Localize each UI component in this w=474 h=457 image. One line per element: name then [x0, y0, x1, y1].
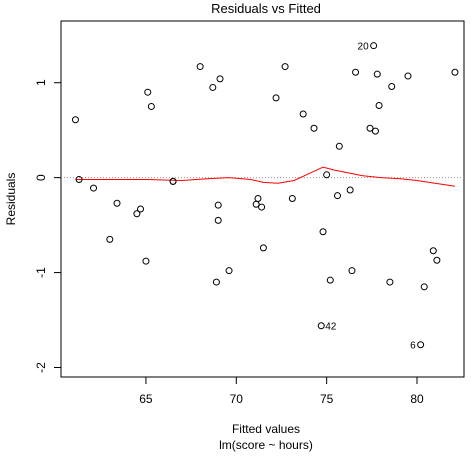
- data-point: [281, 63, 289, 71]
- x-tick-label: 75: [320, 392, 334, 406]
- y-axis-label: Residuals: [4, 173, 18, 226]
- data-point: [417, 341, 425, 349]
- data-point: [323, 171, 331, 179]
- data-point: [299, 110, 307, 118]
- data-point: [366, 124, 374, 132]
- residual-points: [71, 42, 459, 349]
- data-point: [133, 210, 141, 218]
- data-point: [214, 201, 222, 209]
- data-point: [319, 228, 327, 236]
- data-point: [214, 216, 222, 224]
- data-point: [209, 83, 217, 91]
- data-point: [335, 142, 343, 150]
- data-point: [388, 83, 396, 91]
- data-point: [216, 75, 224, 83]
- data-point: [225, 267, 233, 275]
- data-point: [144, 88, 152, 96]
- plot-frame: [60, 20, 465, 378]
- data-point: [333, 192, 341, 200]
- data-point: [147, 102, 155, 110]
- data-point: [75, 176, 83, 184]
- data-point: [196, 63, 204, 71]
- data-point: [90, 184, 98, 192]
- y-axis: -2 -1 0 1: [34, 79, 61, 373]
- data-point: [451, 68, 459, 76]
- y-tick-label: 0: [34, 174, 48, 181]
- data-point: [71, 116, 79, 124]
- data-point: [346, 186, 354, 194]
- y-tick-label: 1: [34, 79, 48, 86]
- outlier-labels: 42 20 6: [325, 42, 416, 352]
- data-point: [258, 203, 266, 211]
- smoother-line: [75, 166, 456, 187]
- data-point: [371, 127, 379, 135]
- point-label: 20: [358, 42, 370, 53]
- data-point: [317, 322, 325, 330]
- data-point: [386, 278, 394, 286]
- data-point: [429, 247, 437, 255]
- data-point: [370, 42, 378, 50]
- data-point: [113, 199, 121, 207]
- data-point: [106, 235, 114, 243]
- point-label: 42: [325, 322, 337, 333]
- data-point: [348, 267, 356, 275]
- data-point: [310, 124, 318, 132]
- data-point: [373, 70, 381, 78]
- x-tick-label: 65: [139, 392, 153, 406]
- data-point: [272, 94, 280, 102]
- point-label: 6: [410, 341, 416, 352]
- data-point: [169, 177, 177, 185]
- x-tick-label: 70: [230, 392, 244, 406]
- data-point: [259, 244, 267, 252]
- data-point: [420, 283, 428, 291]
- data-point: [326, 276, 334, 284]
- x-tick-label: 80: [410, 392, 424, 406]
- x-axis: 65 70 75 80: [139, 377, 424, 406]
- data-point: [352, 68, 360, 76]
- x-axis-label: Fitted values: [232, 422, 300, 436]
- chart-title: Residuals vs Fitted: [211, 1, 321, 16]
- y-tick-label: -2: [34, 362, 48, 373]
- data-point: [254, 195, 262, 203]
- data-point: [375, 101, 383, 109]
- x-axis-subtitle: lm(score ~ hours): [219, 438, 313, 452]
- data-point: [404, 72, 412, 80]
- data-point: [212, 278, 220, 286]
- y-tick-label: -1: [34, 267, 48, 278]
- data-point: [137, 205, 145, 213]
- data-point: [433, 256, 441, 264]
- data-point: [142, 257, 150, 265]
- data-point: [288, 195, 296, 203]
